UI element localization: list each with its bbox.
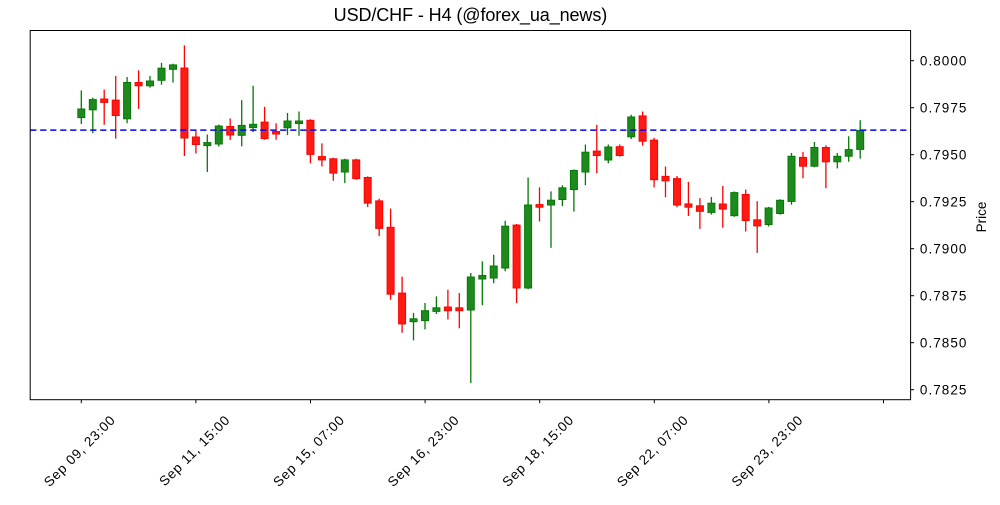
- svg-text:0.7825: 0.7825: [920, 383, 968, 398]
- svg-text:Price: Price: [974, 202, 989, 233]
- svg-text:0.7950: 0.7950: [920, 148, 968, 163]
- svg-text:0.7925: 0.7925: [920, 195, 968, 210]
- svg-text:0.7875: 0.7875: [920, 289, 968, 304]
- svg-text:0.7850: 0.7850: [920, 336, 968, 351]
- svg-text:0.7900: 0.7900: [920, 242, 968, 257]
- svg-text:0.7975: 0.7975: [920, 101, 968, 116]
- svg-text:0.8000: 0.8000: [920, 54, 968, 69]
- svg-text:USD/CHF - H4 (@forex_ua_news): USD/CHF - H4 (@forex_ua_news): [334, 5, 607, 26]
